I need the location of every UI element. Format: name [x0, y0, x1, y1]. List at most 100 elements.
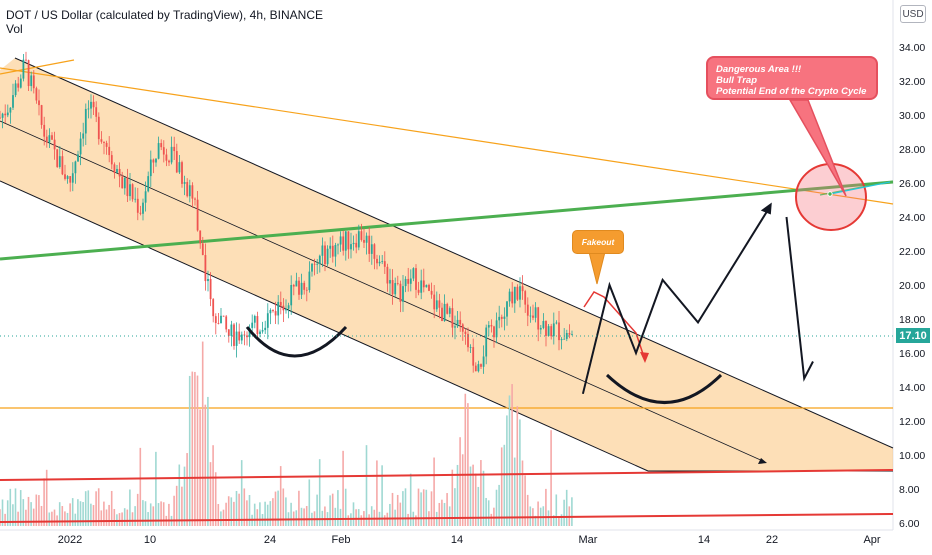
candle-body — [391, 280, 394, 295]
chart-title: DOT / US Dollar (calculated by TradingVi… — [6, 7, 323, 23]
volume-bar — [162, 502, 165, 526]
candle-body — [370, 244, 373, 254]
candle-body — [261, 330, 264, 332]
volume-bar — [357, 509, 360, 526]
candle-body — [331, 245, 334, 257]
volume-bar — [441, 499, 443, 526]
time-tick-label: Feb — [332, 534, 351, 546]
volume-bar — [563, 499, 565, 526]
time-tick-label: 14 — [698, 534, 710, 546]
intersection-dot — [827, 191, 833, 197]
bottom-arc-right — [605, 373, 723, 404]
candle-body — [542, 320, 545, 328]
volume-bar — [207, 396, 209, 526]
candle-body — [162, 147, 165, 155]
volume-bar — [4, 513, 6, 526]
candle-body — [274, 311, 277, 316]
candle-body — [407, 278, 410, 284]
candle-body — [27, 60, 30, 87]
candle-body — [201, 243, 204, 256]
volume-bar — [487, 500, 490, 526]
short-cyan-extension — [829, 181, 891, 195]
price-axis[interactable]: 34.00 32.00 30.00 28.00 26.00 24.00 22.00 20.00… — [899, 42, 925, 530]
candle-body — [516, 286, 519, 300]
volume-bar — [45, 469, 48, 526]
volume-bar — [339, 508, 342, 526]
volume-bar — [22, 499, 25, 526]
candle-body — [17, 83, 20, 88]
candle-body — [433, 294, 436, 310]
volume-bar — [409, 473, 412, 526]
candle-body — [282, 305, 285, 311]
volume-bar — [259, 502, 261, 526]
candle-body — [183, 182, 186, 184]
volume-bar — [329, 495, 331, 526]
candle-body — [214, 316, 217, 324]
fakeout-pointer — [588, 251, 606, 285]
candle-body — [90, 101, 92, 109]
volume-bar — [264, 501, 266, 526]
candle-body — [238, 331, 241, 341]
candle-body — [571, 334, 573, 335]
candle-body — [298, 280, 300, 295]
volume-bar — [214, 472, 217, 526]
volume-bar — [337, 490, 339, 526]
candle-body — [272, 310, 274, 312]
candle-body — [568, 332, 571, 335]
volume-bar — [480, 460, 482, 526]
candle-body — [386, 266, 389, 284]
time-axis[interactable]: 2022 10 24 Feb 14 Mar 14 22 Apr — [58, 534, 881, 546]
volume-bar — [105, 509, 108, 526]
candle-body — [58, 156, 61, 167]
candle-body — [524, 291, 527, 305]
candle-body — [173, 146, 176, 152]
candle-body — [555, 322, 558, 324]
volume-bar — [1, 499, 4, 526]
candle-body — [342, 236, 345, 251]
volume-bar — [155, 451, 157, 526]
candle-body — [376, 258, 378, 264]
volume-bar — [376, 460, 378, 526]
volume-bar — [225, 502, 227, 526]
candle-body — [186, 182, 189, 197]
candle-body — [446, 303, 449, 314]
candle-body — [547, 326, 550, 336]
volume-bar — [194, 371, 196, 526]
candle-body — [425, 284, 428, 288]
volume-bar — [503, 444, 506, 526]
time-tick-label: 10 — [144, 534, 156, 546]
candle-body — [61, 156, 64, 175]
volume-bar — [191, 371, 194, 526]
volume-bar — [318, 459, 321, 526]
price-tick-label: 18.00 — [899, 314, 925, 326]
candle-body — [300, 282, 303, 295]
currency-selector[interactable]: USD — [900, 5, 926, 23]
volume-bar — [277, 490, 279, 526]
candle-body — [311, 263, 313, 272]
volume-bar — [446, 493, 448, 526]
candle-body — [1, 113, 4, 118]
volume-bar — [550, 430, 552, 526]
candle-body — [409, 278, 412, 284]
price-tick-label: 26.00 — [899, 178, 925, 190]
candle-body — [181, 162, 183, 184]
channel-mid-arrowhead — [758, 458, 767, 464]
candle-body — [295, 280, 298, 287]
volume-bar — [342, 450, 344, 526]
volume-bar — [9, 488, 12, 526]
price-tick-label: 22.00 — [899, 246, 925, 258]
volume-bar — [331, 493, 334, 526]
danger-callout-pointer — [788, 99, 847, 197]
volume-bar — [0, 509, 1, 526]
candle-body — [157, 143, 160, 159]
candle-body — [194, 198, 196, 200]
volume-bar — [12, 504, 14, 526]
volume-bar — [500, 447, 503, 526]
candle-body — [456, 319, 459, 327]
volume-bar — [506, 415, 508, 526]
candle-body — [459, 319, 462, 325]
volume-bar — [222, 509, 225, 526]
price-tick-label: 10.00 — [899, 450, 925, 462]
